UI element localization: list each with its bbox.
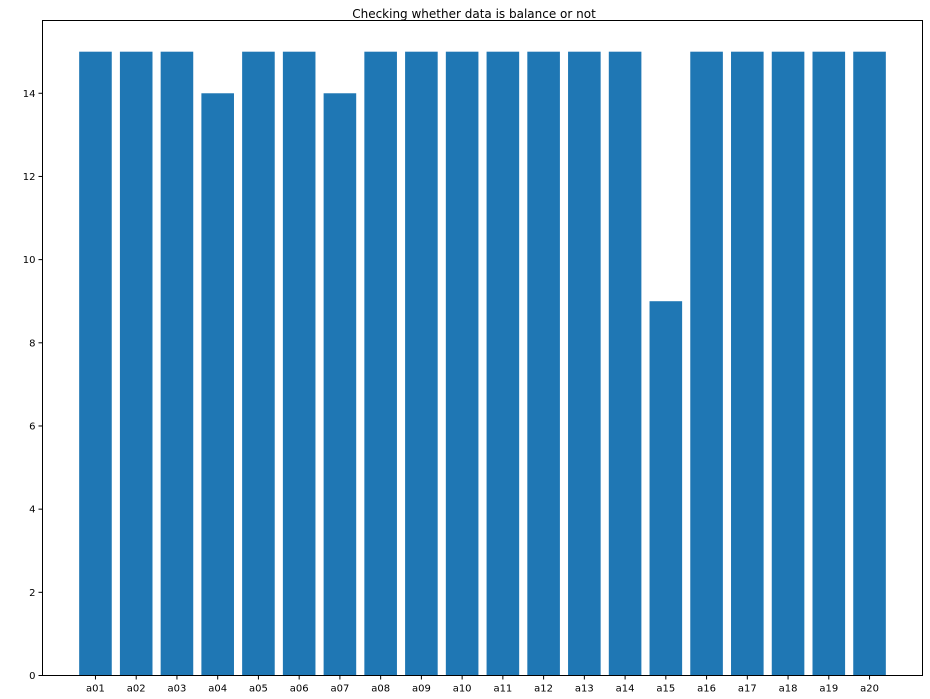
y-tick-label: 10 <box>23 255 36 266</box>
bar-a12 <box>527 51 560 676</box>
bar-a13 <box>568 51 601 676</box>
x-tick-label: a06 <box>290 684 309 695</box>
x-tick-label: a07 <box>330 684 349 695</box>
x-tick-label: a19 <box>819 684 838 695</box>
x-tick-label: a12 <box>534 684 553 695</box>
bar-a06 <box>282 51 316 676</box>
chart-title: Checking whether data is balance or not <box>352 7 596 21</box>
x-tick-label: a16 <box>697 684 716 695</box>
x-tick-label: a10 <box>453 684 472 695</box>
x-tick-label: a14 <box>616 684 635 695</box>
x-tick-label: a01 <box>86 684 105 695</box>
bar-a05 <box>242 51 275 676</box>
x-tick-label: a17 <box>738 684 757 695</box>
y-tick-label: 12 <box>23 172 36 183</box>
bar-a03 <box>160 51 194 676</box>
x-tick-label: a03 <box>168 684 187 695</box>
bars-group <box>79 51 886 676</box>
bar-a16 <box>690 51 723 676</box>
x-tick-label: a11 <box>493 684 512 695</box>
y-axis: 0 2 4 6 8 10 12 14 <box>23 89 43 682</box>
bar-a11 <box>486 51 520 676</box>
plot-frame <box>42 20 923 676</box>
x-tick-label: a08 <box>371 684 390 695</box>
bar-a08 <box>364 51 397 676</box>
bar-a02 <box>119 51 153 676</box>
bar-a01 <box>79 51 112 676</box>
y-tick-label: 0 <box>29 671 35 682</box>
x-tick-label: a02 <box>127 684 146 695</box>
bar-a10 <box>445 51 479 676</box>
bar-a17 <box>731 51 764 676</box>
x-tick-label: a05 <box>249 684 268 695</box>
y-tick-label: 2 <box>29 588 35 599</box>
x-tick-label: a15 <box>656 684 675 695</box>
y-tick-label: 8 <box>29 338 35 349</box>
bar-a09 <box>405 51 438 676</box>
x-tick-label: a04 <box>208 684 227 695</box>
y-tick-label: 6 <box>29 421 35 432</box>
bar-a20 <box>853 51 886 676</box>
bar-a15 <box>649 301 683 676</box>
y-tick-label: 14 <box>23 89 36 100</box>
bar-a14 <box>608 51 642 676</box>
x-tick-label: a18 <box>779 684 798 695</box>
x-tick-label: a13 <box>575 684 594 695</box>
bar-a18 <box>771 51 805 676</box>
bar-a07 <box>323 93 357 676</box>
x-tick-label: a20 <box>860 684 879 695</box>
y-tick-label: 4 <box>29 505 35 516</box>
bar-a19 <box>812 51 846 676</box>
x-axis: a01 a02 a03 a04 a05 a06 a07 a08 a09 a10 a11 a12 a13 a… <box>86 675 879 695</box>
bar-a04 <box>201 93 234 676</box>
x-tick-label: a09 <box>412 684 431 695</box>
